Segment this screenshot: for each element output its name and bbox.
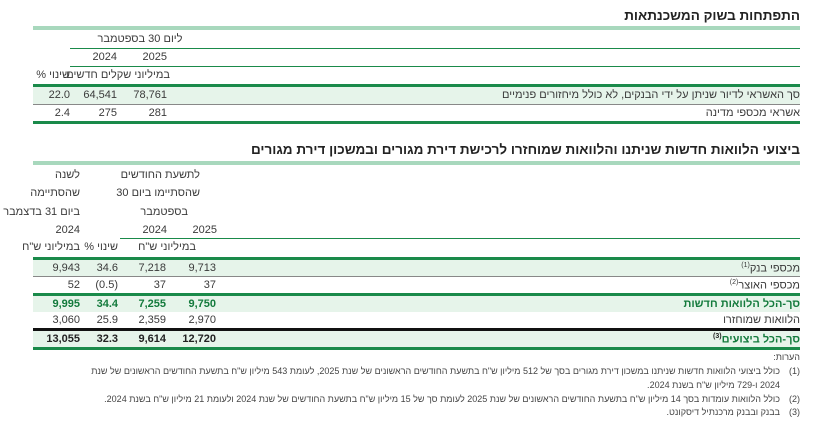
row-highlight	[33, 331, 800, 347]
row-label: סך האשראי לדיור שניתן על ידי הבנקים, לא …	[502, 89, 800, 101]
value-2024: 64,541	[83, 89, 117, 101]
year-header-line: לשנה	[54, 169, 80, 181]
divider	[33, 121, 800, 124]
table-row: סך האשראי לדיור שניתן על ידי הבנקים, לא …	[0, 87, 832, 104]
divider	[33, 257, 800, 260]
row-label: סך-הכל הלוואות חדשות	[683, 298, 800, 310]
value-year: 13,055	[46, 333, 80, 345]
table2-units: במיליוני ש"ח	[138, 241, 196, 253]
period-header-line: שהסתיימו ביום 30	[116, 187, 200, 199]
row-label-text: מכספי בנק	[749, 262, 800, 275]
notes-heading: הערות:	[773, 352, 800, 362]
row-label: מכספי בנק(1)	[741, 262, 800, 275]
table-row-total: סך-הכל ביצועים(3) 12,720 9,614 32.3 13,0…	[0, 331, 832, 347]
value-year: 3,060	[52, 314, 80, 326]
title-bar	[33, 161, 800, 165]
row-label-text: סך-הכל ביצועים	[721, 333, 800, 346]
value-change: 34.6	[96, 262, 118, 274]
table-row: מכספי בנק(1) 9,713 7,218 34.6 9,943	[0, 260, 832, 276]
value-year: 9,943	[52, 262, 80, 274]
value-2025: 9,750	[188, 298, 216, 310]
divider	[33, 347, 800, 350]
value-change: 2.4	[54, 107, 70, 119]
divider	[70, 48, 800, 49]
note-number: (1)	[788, 366, 800, 376]
year-header-line: ביום 31 בדצמבר	[3, 206, 80, 218]
value-2025: 37	[203, 279, 216, 291]
table-row: אשראי מכספי מדינה 281 275 2.4	[0, 105, 832, 122]
table1-title: התפתחות בשוק המשכנתאות	[624, 8, 800, 23]
note-number: (2)	[788, 394, 800, 404]
value-change: 34.4	[96, 298, 118, 310]
value-2025: 9,713	[188, 262, 216, 274]
value-2025: 12,720	[182, 333, 216, 345]
row-highlight	[33, 260, 800, 276]
footnote-ref: (3)	[712, 333, 722, 340]
divider	[33, 293, 800, 296]
table1-change-header: שינוי %	[36, 69, 70, 81]
table1-year-2024: 2024	[92, 51, 117, 63]
period-header-line: לתשעת החודשים	[120, 169, 200, 181]
year-header-line: שהסתיימה	[30, 187, 80, 199]
value-2025: 281	[148, 107, 167, 119]
divider	[33, 104, 800, 105]
value-2024: 7,255	[138, 298, 166, 310]
table-row-subtotal: סך-הכל הלוואות חדשות 9,750 7,255 34.4 9,…	[0, 296, 832, 312]
divider	[33, 328, 800, 331]
value-change: 25.9	[96, 314, 118, 326]
divider	[120, 238, 800, 239]
value-change: 32.3	[96, 333, 118, 345]
title-bar	[33, 26, 800, 30]
year-header-line: 2024	[55, 224, 80, 236]
table1-year-2025: 2025	[142, 51, 167, 63]
row-label: סך-הכל ביצועים(3)	[713, 333, 800, 346]
note-number: (3)	[788, 407, 800, 417]
row-label: הלוואות שמוחזרו	[723, 314, 800, 326]
value-2024: 2,359	[138, 314, 166, 326]
row-label-text: מכספי האוצר	[738, 279, 800, 292]
divider	[33, 84, 800, 87]
note-text: בבנק ובבנק מרכנתיל דיסקונט.	[666, 407, 780, 417]
table2-year-2024: 2024	[142, 224, 167, 236]
table2-year-2025: 2025	[192, 224, 217, 236]
note-text: כולל ביצועי הלוואות חדשות שניתנו במשכון …	[91, 366, 780, 376]
value-year: 9,995	[52, 298, 80, 310]
table1-period-header: ליום 30 בספטמבר	[97, 33, 183, 45]
value-2024: 37	[153, 279, 166, 291]
value-2024: 7,218	[138, 262, 166, 274]
table-row: הלוואות שמוחזרו 2,970 2,359 25.9 3,060	[0, 312, 832, 328]
divider	[33, 276, 800, 277]
divider	[70, 66, 800, 67]
table-row: מכספי האוצר(2) 37 37 (0.5) 52	[0, 277, 832, 293]
row-highlight	[33, 296, 800, 312]
table1-units: במיליוני שקלים חדשים	[66, 69, 170, 81]
row-label: אשראי מכספי מדינה	[705, 107, 800, 119]
value-change: (0.5)	[95, 279, 118, 291]
value-2025: 78,761	[133, 89, 167, 101]
value-2025: 2,970	[188, 314, 216, 326]
value-2024: 9,614	[138, 333, 166, 345]
table2-title: ביצועי הלוואות חדשות שניתנו והלוואות שמו…	[250, 142, 800, 157]
note-text: כולל הלוואות עומדות בסך 14 מיליון ש"ח בת…	[104, 394, 780, 404]
value-2024: 275	[98, 107, 117, 119]
row-label: מכספי האוצר(2)	[730, 279, 800, 292]
footnote-ref: (2)	[729, 279, 739, 286]
row-highlight	[33, 87, 800, 104]
note-text: 2024 ו-729 מיליון ש"ח בשנת 2024.	[647, 380, 780, 390]
period-header-line: בספטמבר	[140, 206, 188, 218]
table2-change-header: שינוי %	[84, 241, 118, 253]
table2-units-year: במיליוני ש"ח	[22, 241, 80, 253]
value-change: 22.0	[48, 89, 70, 101]
footnote-ref: (1)	[741, 262, 750, 269]
value-year: 52	[67, 279, 80, 291]
